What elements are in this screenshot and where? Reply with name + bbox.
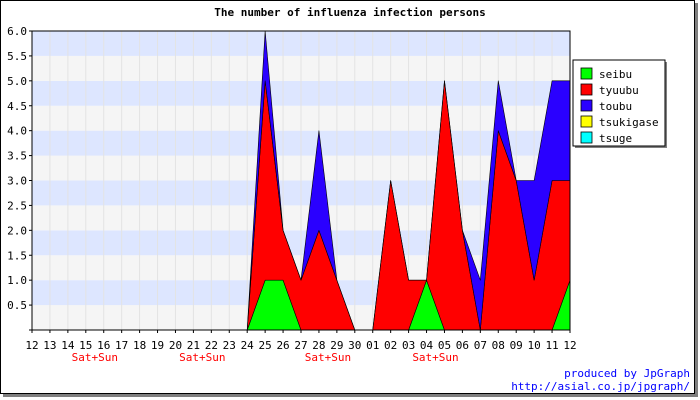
credit-produced-by: produced by JpGraph	[564, 367, 690, 380]
legend-swatch-seibu	[580, 67, 593, 80]
x-tick-label: 16	[97, 339, 110, 352]
x-tick-label: 14	[61, 339, 75, 352]
weekend-label: Sat+Sun	[179, 351, 225, 364]
legend-label-tyuubu: tyuubu	[599, 84, 639, 97]
y-tick-label: 2.5	[7, 199, 27, 212]
x-tick-label: 15	[79, 339, 92, 352]
legend-label-seibu: seibu	[599, 68, 632, 81]
y-tick-label: 3.0	[7, 175, 27, 188]
y-tick-label: 4.5	[7, 100, 27, 113]
x-tick-label: 10	[528, 339, 541, 352]
credit-url[interactable]: http://asial.co.jp/jpgraph/	[511, 380, 690, 393]
x-tick-label: 11	[545, 339, 558, 352]
y-tick-label: 5.0	[7, 75, 27, 88]
x-tick-label: 29	[330, 339, 343, 352]
legend-swatch-tsuge	[580, 131, 593, 144]
weekend-label: Sat+Sun	[305, 351, 351, 364]
legend-swatch-toubu	[580, 99, 593, 112]
x-tick-label: 03	[402, 339, 415, 352]
legend-label-toubu: toubu	[599, 100, 632, 113]
x-tick-label: 13	[43, 339, 56, 352]
y-tick-label: 3.5	[7, 150, 27, 163]
weekend-label: Sat+Sun	[72, 351, 118, 364]
y-tick-label: 4.0	[7, 125, 27, 138]
x-tick-label: 12	[25, 339, 38, 352]
legend-label-tsuge: tsuge	[599, 132, 632, 145]
x-tick-label: 22	[205, 339, 218, 352]
y-tick-label: 1.5	[7, 249, 27, 262]
legend-swatch-tyuubu	[580, 83, 593, 96]
y-tick-label: 5.5	[7, 50, 27, 63]
weekend-label: Sat+Sun	[412, 351, 458, 364]
legend-label-tsukigase: tsukigase	[599, 116, 659, 129]
x-tick-label: 04	[420, 339, 434, 352]
x-tick-label: 26	[276, 339, 289, 352]
x-tick-label: 19	[151, 339, 164, 352]
x-tick-label: 28	[312, 339, 325, 352]
x-tick-label: 25	[259, 339, 272, 352]
x-tick-label: 05	[438, 339, 451, 352]
x-tick-label: 02	[384, 339, 397, 352]
x-tick-label: 24	[241, 339, 255, 352]
y-tick-label: 0.5	[7, 299, 27, 312]
x-tick-label: 06	[456, 339, 469, 352]
x-tick-label: 01	[366, 339, 379, 352]
chart-title: The number of influenza infection person…	[214, 6, 486, 19]
legend-swatch-tsukigase	[580, 115, 593, 128]
y-tick-label: 1.0	[7, 274, 27, 287]
x-tick-label: 12	[563, 339, 576, 352]
y-tick-label: 2.0	[7, 224, 27, 237]
x-tick-label: 30	[348, 339, 361, 352]
x-tick-label: 18	[133, 339, 146, 352]
x-tick-label: 20	[169, 339, 182, 352]
x-tick-label: 17	[115, 339, 128, 352]
x-tick-label: 08	[492, 339, 505, 352]
x-tick-label: 23	[223, 339, 236, 352]
x-tick-label: 07	[474, 339, 487, 352]
x-tick-label: 21	[187, 339, 200, 352]
x-tick-label: 27	[294, 339, 307, 352]
x-tick-label: 09	[510, 339, 523, 352]
y-tick-label: 6.0	[7, 25, 27, 38]
